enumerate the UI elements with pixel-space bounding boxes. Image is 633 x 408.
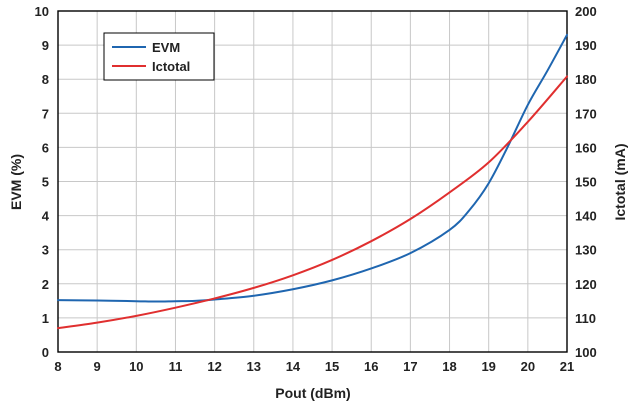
y-right-tick-label: 100 [575,345,597,360]
y-left-tick-label: 5 [42,175,49,190]
y-left-axis-ticks: 0 1 2 3 4 5 6 7 8 9 10 [35,4,50,360]
y-right-tick-label: 190 [575,38,597,53]
series-lines [57,33,568,330]
x-tick-label: 17 [403,359,417,374]
y-left-tick-label: 7 [42,106,49,121]
x-tick-label: 16 [364,359,378,374]
y-right-tick-label: 160 [575,140,597,155]
legend-label-ictotal: Ictotal [152,59,190,74]
x-axis-ticks: 8 9 10 11 12 13 14 15 16 17 18 19 20 21 [54,359,574,374]
legend: EVM Ictotal [103,32,215,81]
series-line-evm [57,33,568,303]
y-right-tick-label: 180 [575,72,597,87]
y-left-tick-label: 10 [35,4,49,19]
y-right-tick-label: 200 [575,4,597,19]
y-right-tick-label: 130 [575,243,597,258]
y-right-tick-label: 120 [575,277,597,292]
series-line-ictotal [57,75,568,330]
x-tick-label: 9 [94,359,101,374]
y-left-tick-label: 2 [42,277,49,292]
y-right-tick-label: 110 [575,311,596,326]
y-left-tick-label: 1 [42,311,49,326]
x-tick-label: 19 [481,359,495,374]
y-right-tick-label: 150 [575,175,597,190]
y-left-tick-label: 8 [42,72,49,87]
x-tick-label: 15 [325,359,339,374]
y-right-tick-label: 140 [575,209,597,224]
x-tick-label: 14 [286,359,301,374]
x-tick-label: 8 [54,359,61,374]
x-tick-label: 10 [129,359,143,374]
plot-frame [57,10,568,353]
x-tick-label: 18 [442,359,456,374]
x-tick-label: 21 [560,359,574,374]
x-tick-label: 11 [169,359,183,374]
y-left-tick-label: 4 [42,209,50,224]
x-axis-title: Pout (dBm) [275,385,350,401]
y-left-axis-title: EVM (%) [8,154,24,210]
x-tick-label: 12 [207,359,221,374]
legend-box [103,32,215,81]
y-left-tick-label: 3 [42,243,49,258]
y-left-tick-label: 9 [42,38,49,53]
y-left-tick-label: 0 [42,345,49,360]
y-right-axis-ticks: 100 110 120 130 140 150 160 170 180 190 200 [575,4,597,360]
y-right-tick-label: 170 [575,106,597,121]
x-tick-label: 13 [247,359,261,374]
x-tick-label: 20 [521,359,535,374]
y-right-axis-title: Ictotal (mA) [612,144,628,221]
y-left-tick-label: 6 [42,140,49,155]
legend-label-evm: EVM [152,40,180,55]
